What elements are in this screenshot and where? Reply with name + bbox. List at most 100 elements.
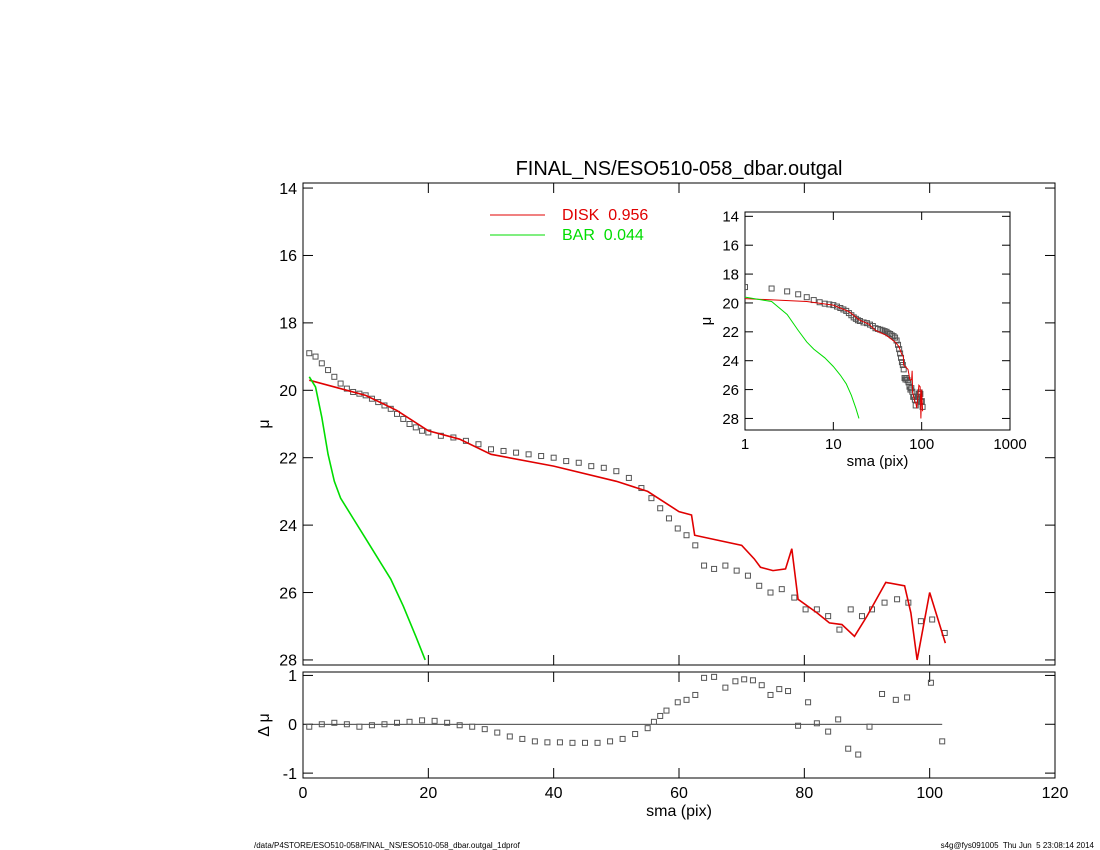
data-point [519,735,526,742]
y-tick-label: 26 [722,382,739,399]
plot-frame [302,182,1056,666]
x-tick-label: 20 [419,785,437,802]
y-tick-label: 14 [722,209,739,226]
x-axis-label: sma (pix) [646,803,712,820]
data-point [855,751,862,758]
data-point [538,453,545,460]
data-point [732,678,739,685]
y-tick-label: 28 [722,411,739,428]
footer-left: /data/P4STORE/ESO510-058/FINAL_NS/ESO510… [254,841,521,850]
y-tick-label: 22 [279,450,297,467]
data-point [500,447,507,454]
data-point [331,373,338,380]
data-point [778,586,785,593]
data-point [368,722,375,729]
x-tick-label: 100 [909,436,934,453]
data-point [917,618,924,625]
data-point [701,562,708,569]
y-axis-label: μ [698,317,715,326]
data-point [488,446,494,453]
data-point [900,366,907,373]
data-point [650,718,657,725]
data-point [600,464,607,471]
y-tick-label: 22 [722,324,739,341]
data-point [306,350,313,357]
profile-line [745,298,924,419]
plot-area [745,284,926,419]
y-tick-label: 0 [288,717,297,734]
plot-frame [302,671,1056,779]
y-tick-label: -1 [283,766,297,783]
y-tick-label: 14 [279,181,297,198]
data-point [582,739,588,746]
data-point [625,474,632,481]
data-point [619,735,626,742]
data-point [506,733,513,740]
data-point [674,699,681,706]
data-point [701,674,708,681]
data-point [835,716,842,723]
data-point [784,288,791,295]
data-point [791,594,798,601]
data-point [588,463,595,470]
data-point [394,719,400,726]
data-point [837,305,844,312]
x-tick-label: 80 [795,785,813,802]
data-point [805,699,812,706]
data-point [722,684,729,691]
data-point [456,722,463,729]
data-point [836,626,843,633]
x-tick-label: 10 [825,436,842,453]
data-point [556,739,563,746]
plot-area [306,350,948,661]
data-point [756,582,763,589]
data-point [825,613,832,620]
data-point [905,379,912,386]
data-point [406,718,413,725]
data-point [767,589,774,596]
data-point [745,284,748,291]
data-point [711,565,718,572]
data-point [890,333,897,340]
data-point [795,291,802,298]
legend-label: BAR 0.044 [562,227,644,244]
data-point [692,691,699,698]
data-point [825,728,832,735]
y-tick-label: 24 [722,353,739,370]
data-point [733,567,740,574]
profile-line [308,376,426,661]
data-point [644,725,651,732]
data-point [343,721,350,728]
y-tick-label: 28 [279,653,297,670]
data-point [306,723,313,730]
data-point [419,717,426,724]
data-point [858,613,865,620]
data-point [569,739,576,746]
y-tick-label: 18 [722,266,739,283]
data-point [767,691,774,698]
data-point [406,421,413,427]
data-point [563,458,570,465]
data-point [722,562,729,569]
data-point [749,677,756,684]
data-point [531,738,538,745]
x-tick-label: 40 [545,785,563,802]
data-point [866,723,873,730]
data-point [594,739,601,746]
x-tick-label: 0 [299,785,308,802]
data-point [904,694,911,701]
data-point [325,367,332,374]
data-point [813,720,820,727]
legend-label: DISK 0.956 [562,207,648,224]
data-point [657,712,664,719]
data-point [881,599,888,606]
data-point [674,525,681,532]
data-point [544,739,551,746]
profile-line [745,296,860,419]
x-tick-label: 60 [670,785,688,802]
x-axis-label: sma (pix) [847,453,909,470]
data-point [863,320,870,327]
data-point [381,721,388,728]
data-point [802,606,809,613]
